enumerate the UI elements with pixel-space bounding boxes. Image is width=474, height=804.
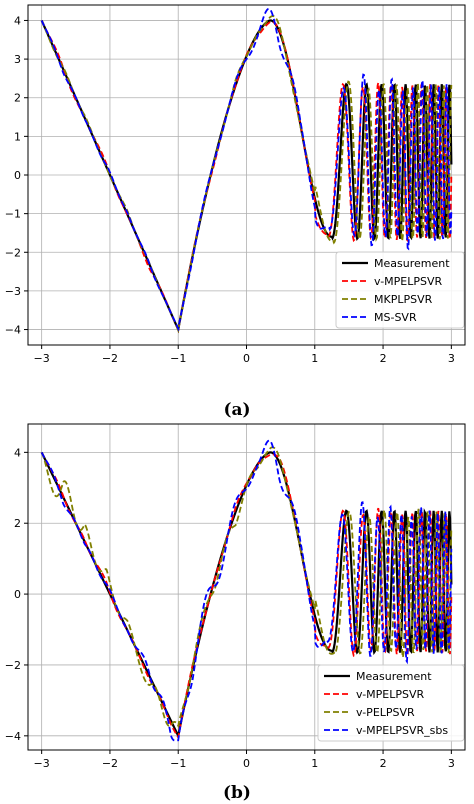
- legend-label: MS-SVR: [374, 311, 417, 324]
- legend: Measurement v-MPELPSVR MKPLPSVR MS-SVR: [335, 251, 465, 329]
- y-tick-label: 0: [14, 169, 21, 182]
- x-tick-label: 1: [311, 352, 318, 365]
- x-tick-label: 3: [448, 757, 455, 770]
- y-tick-label: −2: [5, 659, 21, 672]
- x-tick-label: 1: [311, 757, 318, 770]
- y-tick-label: 3: [14, 53, 21, 66]
- y-tick-label: 1: [14, 130, 21, 143]
- series-line-3: [40, 446, 453, 729]
- panel-label: (a): [223, 400, 250, 420]
- panel-label: (b): [223, 783, 251, 803]
- y-tick-label: 2: [14, 92, 21, 105]
- x-tick-label: −1: [170, 757, 186, 770]
- x-tick-label: −3: [34, 352, 50, 365]
- y-tick-label: −4: [5, 730, 21, 743]
- x-tick-label: 2: [380, 757, 387, 770]
- y-tick-label: −3: [5, 285, 21, 298]
- x-tick-label: −1: [170, 352, 186, 365]
- legend-label: v-MPELPSVR_sbs: [356, 724, 448, 737]
- y-tick-label: −2: [5, 246, 21, 259]
- y-tick-label: −4: [5, 324, 21, 337]
- legend: Measurement v-MPELPSVR v-PELPSVR v-MPELPSVR…: [317, 664, 465, 742]
- chart-panel-1: −3 −2 −1 0 1 2 3 −4 −3 −2 −1 0 1 2 3 4 Measurement v-MPEL…: [5, 4, 466, 420]
- x-tick-label: −2: [102, 757, 118, 770]
- x-tick-label: 2: [380, 352, 387, 365]
- legend-label: v-PELPSVR: [356, 706, 415, 719]
- legend-label: MKPLPSVR: [374, 293, 433, 306]
- y-tick-label: 4: [14, 14, 21, 27]
- y-tick-label: 0: [14, 588, 21, 601]
- chart-panel-2: −3 −2 −1 0 1 2 3 −4 −2 0 2 4 Measurement v-MPELPSVR v-…: [5, 423, 466, 803]
- legend-label: v-MPELPSVR: [356, 688, 425, 701]
- y-tick-label: 4: [14, 446, 21, 459]
- legend-label: v-MPELPSVR: [374, 275, 443, 288]
- series-line-3: [40, 15, 453, 334]
- legend-box: [317, 664, 465, 742]
- y-tick-label: −1: [5, 208, 21, 221]
- series-line-4: [40, 439, 453, 742]
- series-line-4: [40, 7, 453, 332]
- x-tick-label: 3: [448, 352, 455, 365]
- x-tick-label: −2: [102, 352, 118, 365]
- x-tick-label: 0: [243, 757, 250, 770]
- legend-label: Measurement: [374, 257, 450, 270]
- x-tick-label: −3: [34, 757, 50, 770]
- y-tick-label: 2: [14, 517, 21, 530]
- legend-label: Measurement: [356, 670, 432, 683]
- x-tick-label: 0: [243, 352, 250, 365]
- legend-box: [335, 251, 465, 329]
